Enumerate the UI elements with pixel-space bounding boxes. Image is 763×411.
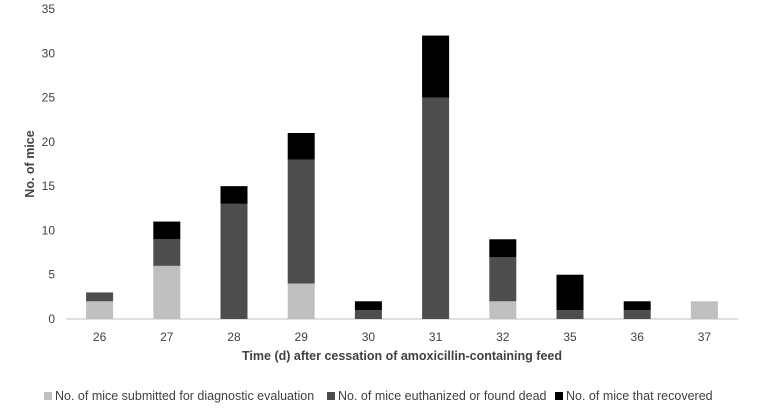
bar-segment-31-series-3 bbox=[422, 35, 450, 98]
y-tick-label: 5 bbox=[48, 268, 55, 282]
legend: No. of mice submitted for diagnostic eva… bbox=[44, 389, 713, 403]
legend-label-1: No. of mice submitted for diagnostic eva… bbox=[55, 389, 314, 403]
bar-segment-27-series-2 bbox=[153, 239, 181, 266]
bar-segment-29-series-2 bbox=[287, 159, 315, 284]
x-tick-label: 32 bbox=[496, 330, 510, 344]
bar-segment-26-series-2 bbox=[86, 292, 114, 302]
x-tick-label: 26 bbox=[93, 330, 107, 344]
y-tick-label: 20 bbox=[42, 135, 56, 149]
x-axis-title: Time (d) after cessation of amoxicillin-… bbox=[242, 349, 562, 363]
y-tick-label: 35 bbox=[42, 2, 56, 16]
y-axis-title: No. of mice bbox=[23, 130, 37, 197]
bar-segment-29-series-1 bbox=[287, 283, 315, 319]
bar-segment-32-series-3 bbox=[489, 239, 517, 257]
x-tick-label: 37 bbox=[698, 330, 712, 344]
x-tick-label: 28 bbox=[227, 330, 241, 344]
bar-segment-37-series-1 bbox=[690, 301, 718, 319]
y-tick-label: 15 bbox=[42, 179, 56, 193]
bar-segment-35-series-2 bbox=[556, 310, 584, 319]
y-tick-label: 25 bbox=[42, 91, 56, 105]
y-tick-label: 30 bbox=[42, 46, 56, 60]
legend-label-3: No. of mice that recovered bbox=[566, 389, 713, 403]
legend-swatch-1 bbox=[44, 392, 52, 400]
bar-segment-31-series-2 bbox=[422, 97, 450, 319]
x-tick-label: 27 bbox=[160, 330, 174, 344]
bar-segment-35-series-3 bbox=[556, 274, 584, 311]
bar-segment-27-series-1 bbox=[153, 265, 181, 319]
legend-swatch-3 bbox=[555, 392, 563, 400]
x-axis-ticks: 26 27 28 29 30 31 32 35 36 37 bbox=[93, 330, 711, 344]
x-tick-label: 36 bbox=[631, 330, 645, 344]
x-tick-label: 35 bbox=[563, 330, 577, 344]
bar-segment-36-series-3 bbox=[623, 301, 651, 311]
x-tick-label: 30 bbox=[362, 330, 376, 344]
legend-swatch-2 bbox=[327, 392, 335, 400]
bars bbox=[86, 35, 718, 319]
y-tick-label: 0 bbox=[48, 312, 55, 326]
bar-segment-30-series-2 bbox=[354, 310, 382, 319]
legend-label-2: No. of mice euthanized or found dead bbox=[338, 389, 547, 403]
x-tick-label: 29 bbox=[295, 330, 309, 344]
bar-segment-32-series-2 bbox=[489, 257, 517, 302]
bar-segment-36-series-2 bbox=[623, 310, 651, 319]
bar-segment-28-series-3 bbox=[220, 186, 248, 204]
bar-segment-32-series-1 bbox=[489, 301, 517, 319]
bar-segment-30-series-3 bbox=[354, 301, 382, 311]
bar-segment-29-series-3 bbox=[287, 133, 315, 160]
y-tick-label: 10 bbox=[42, 223, 56, 237]
bar-segment-26-series-1 bbox=[86, 301, 114, 319]
bar-segment-27-series-3 bbox=[153, 221, 181, 240]
x-tick-label: 31 bbox=[429, 330, 443, 344]
y-axis-ticks: 0 5 10 15 20 25 30 35 bbox=[42, 2, 56, 326]
bar-segment-28-series-2 bbox=[220, 203, 248, 319]
